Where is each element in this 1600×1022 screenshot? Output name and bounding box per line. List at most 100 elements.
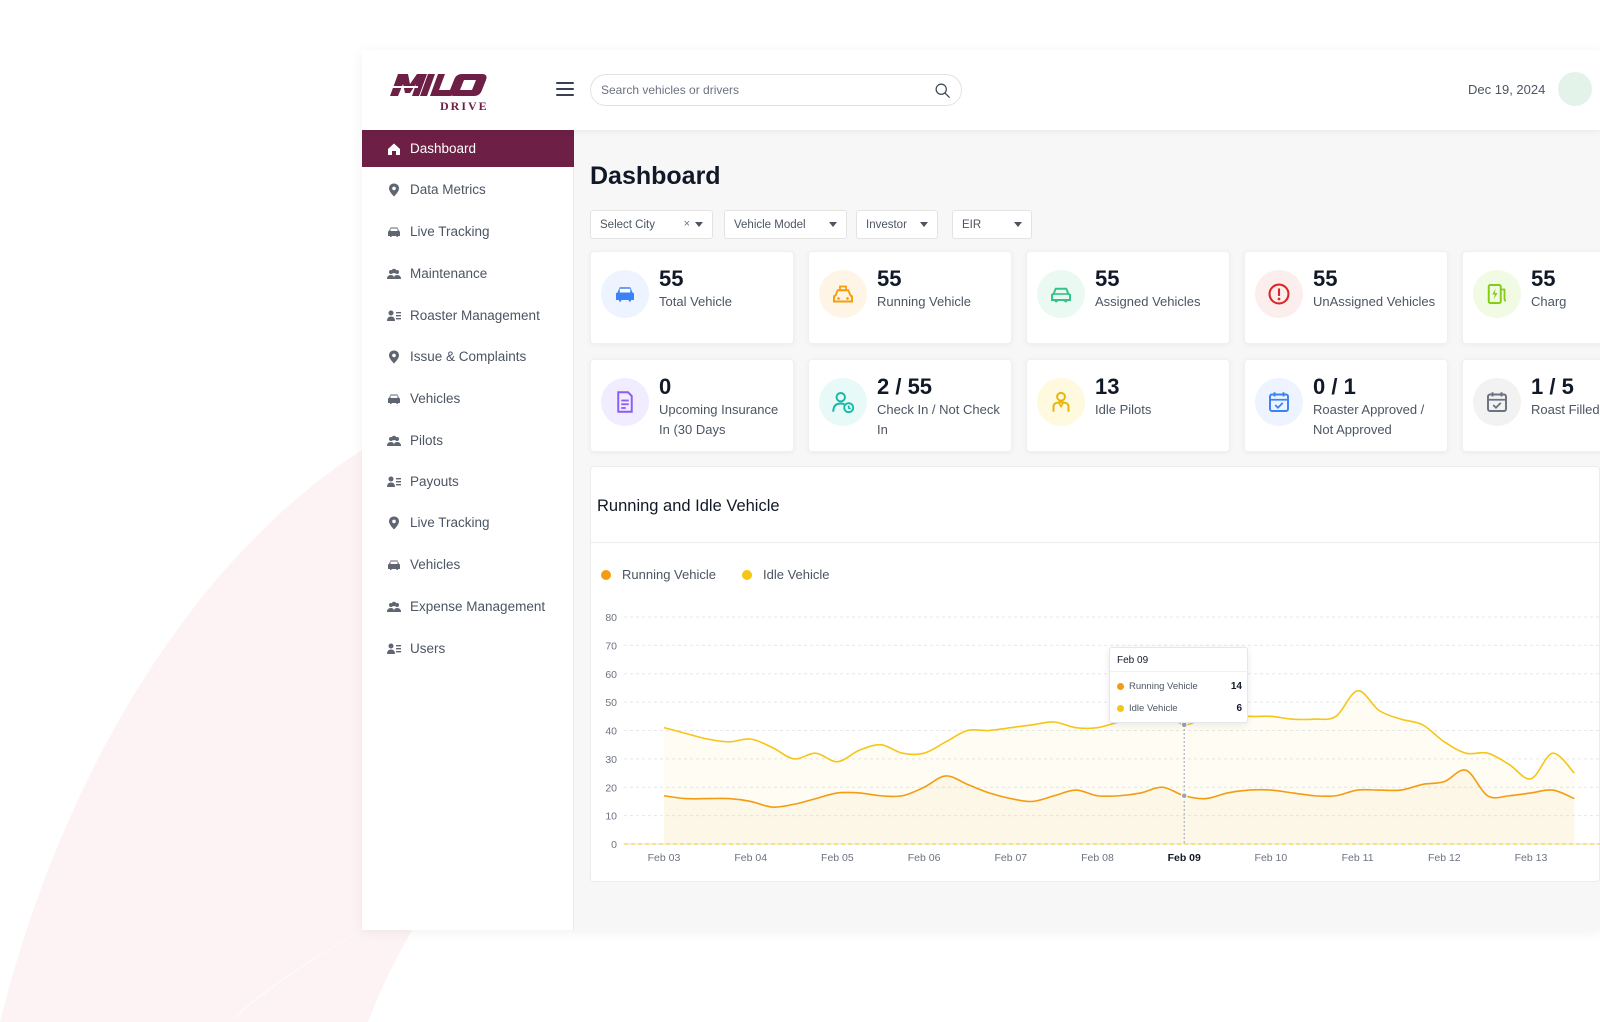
stat-label: Upcoming Insurance In (30 Days [659,402,779,437]
tooltip-value: 6 [1236,703,1242,714]
user-check-icon [819,378,867,426]
stat-label: Running Vehicle [877,294,971,309]
caret-down-icon [1014,222,1022,227]
x-tick-label: Feb 04 [734,852,767,864]
stat-card[interactable]: 13 Idle Pilots [1026,359,1230,452]
filter-label: Investor [866,218,907,231]
tooltip-title: Feb 09 [1117,655,1149,666]
line-chart[interactable]: 0 10 20 30 40 50 60 70 80 Feb 03 Feb 04 Feb 05 Feb 0… [591,597,1600,883]
sidebar-item-label: Data Metrics [410,182,486,197]
sidebar-item-payouts[interactable]: Payouts [362,463,574,500]
x-tick-label: Feb 13 [1515,852,1548,864]
sidebar-item-live-tracking[interactable]: Live Tracking [362,213,574,250]
users-icon [387,435,401,446]
sidebar-item-live-tracking[interactable]: Live Tracking [362,504,574,541]
y-tick-label: 10 [605,811,617,823]
page-title: Dashboard [590,162,721,190]
y-tick-label: 50 [605,697,617,709]
tooltip-series-name: Idle Vehicle [1129,703,1178,714]
eir-dropdown[interactable]: EIR [952,210,1032,239]
stat-card[interactable]: 55 Charg [1462,251,1600,344]
search-icon[interactable] [934,82,951,99]
top-bar: DRIVE Dec 19, 2024 [362,50,1600,130]
y-tick-label: 60 [605,669,617,681]
users-icon [387,268,401,279]
tooltip-value: 14 [1230,681,1242,692]
sidebar-item-roaster-management[interactable]: Roaster Management [362,297,574,334]
y-tick-label: 70 [605,640,617,652]
milo-drive-logo[interactable]: DRIVE [384,68,504,114]
stat-value: 55 [877,266,902,291]
stat-card[interactable]: 0 Upcoming Insurance In (30 Days [590,359,794,452]
y-tick-label: 40 [605,726,617,738]
stat-value: 55 [1313,266,1338,291]
select-city-dropdown[interactable]: Select City × [590,210,713,239]
sidebar-item-vehicles[interactable]: Vehicles [362,380,574,417]
car-icon [601,270,649,318]
current-date: Dec 19, 2024 [1468,82,1546,97]
sidebar-item-users[interactable]: Users [362,630,574,667]
series-area-idle-vehicle [664,690,1575,844]
sidebar-item-pilots[interactable]: Pilots [362,422,574,459]
sidebar-item-maintenance[interactable]: Maintenance [362,255,574,292]
sidebar-item-vehicles[interactable]: Vehicles [362,546,574,583]
legend-dot [742,569,752,580]
stat-label: Roast Filled [1531,402,1600,417]
sidebar-item-data-metrics[interactable]: Data Metrics [362,171,574,208]
investor-dropdown[interactable]: Investor [856,210,938,239]
charging-icon [1473,270,1521,318]
stat-card[interactable]: 55 UnAssigned Vehicles [1244,251,1448,344]
sidebar-item-label: Maintenance [410,266,488,281]
stat-value: 0 / 1 [1313,374,1356,399]
stat-card[interactable]: 1 / 5 Roast Filled [1462,359,1600,452]
x-tick-label: Feb 08 [1081,852,1114,864]
legend-running-vehicle[interactable]: Running Vehicle [601,567,716,582]
user-avatar[interactable] [1558,72,1592,106]
legend-idle-vehicle[interactable]: Idle Vehicle [742,567,830,582]
users-icon [387,601,401,612]
tooltip-row-idle: Idle Vehicle 6 [1117,703,1242,714]
sidebar-item-label: Roaster Management [410,308,540,323]
legend-dot [601,569,611,580]
stat-card[interactable]: 55 Total Vehicle [590,251,794,344]
vehicle-model-dropdown[interactable]: Vehicle Model [724,210,847,239]
svg-text:DRIVE: DRIVE [440,99,489,113]
x-tick-label: Feb 10 [1255,852,1288,864]
sidebar-item-issue-complaints[interactable]: Issue & Complaints [362,338,574,375]
car-icon [388,227,400,237]
legend-label: Running Vehicle [622,567,716,582]
running-idle-chart-panel: Running and Idle Vehicle Running Vehicle… [590,466,1600,882]
user-list-icon [387,643,401,654]
sidebar-item-label: Live Tracking [410,224,490,239]
stat-value: 1 / 5 [1531,374,1574,399]
x-tick-label: Feb 07 [994,852,1027,864]
divider [591,542,1600,543]
caret-down-icon [829,222,837,227]
stat-card[interactable]: 2 / 55 Check In / Not Check In [808,359,1012,452]
user-list-icon [387,476,401,487]
x-tick-label: Feb 06 [908,852,941,864]
sidebar-item-dashboard[interactable]: Dashboard [362,130,574,167]
menu-toggle-icon[interactable] [556,82,574,98]
y-tick-label: 20 [605,782,617,794]
caret-down-icon [920,222,928,227]
car-icon [388,560,400,570]
sidebar-item-expense-management[interactable]: Expense Management [362,588,574,625]
stat-card[interactable]: 55 Assigned Vehicles [1026,251,1230,344]
sidebar-item-label: Issue & Complaints [410,349,527,364]
search-input[interactable] [601,75,921,105]
y-tick-label: 80 [605,612,617,624]
stat-label: Charg [1531,294,1567,309]
clear-icon[interactable]: × [683,218,690,230]
calendar-check-icon [1473,378,1521,426]
stat-label: Idle Pilots [1095,402,1152,417]
stat-card[interactable]: 55 Running Vehicle [808,251,1012,344]
stat-label: Total Vehicle [659,294,732,309]
sidebar-item-label: Vehicles [410,557,461,572]
tooltip-series-name: Running Vehicle [1129,681,1198,692]
search-bar [590,74,962,106]
stat-value: 2 / 55 [877,374,933,399]
stat-value: 55 [1095,266,1120,291]
stat-card[interactable]: 0 / 1 Roaster Approved / Not Approved [1244,359,1448,452]
document-icon [601,378,649,426]
